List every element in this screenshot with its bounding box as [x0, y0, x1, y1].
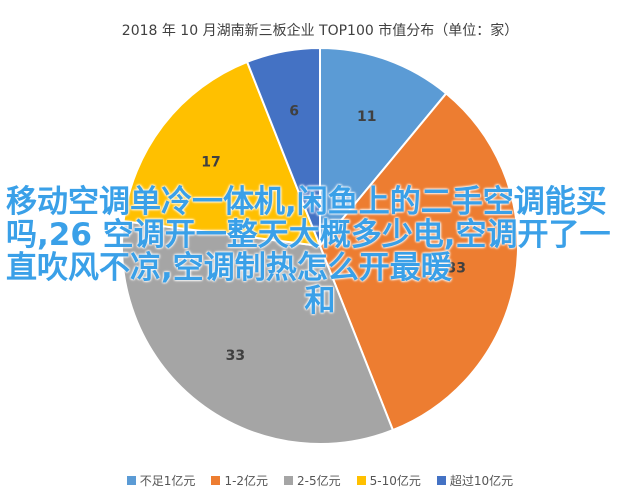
legend-label: 不足1亿元: [139, 474, 196, 488]
pie-slice-3: [121, 220, 395, 445]
legend-swatch: [126, 476, 136, 485]
overlay-caption-text: 移动空调单冷一体机,闲鱼上的二手空调能买吗,26 空调开一整天大概多少电,空调开…: [6, 184, 611, 286]
pie-data-label-5: 6: [289, 103, 299, 119]
legend-swatch: [356, 476, 366, 485]
pie-slice-4: [122, 60, 322, 248]
legend-item-1: 不足1亿元: [126, 472, 196, 489]
legend-item-5: 超过10亿元: [436, 472, 514, 489]
legend-label: 超过10亿元: [449, 474, 514, 488]
legend-item-3: 2-5亿元: [284, 472, 341, 489]
pie-slice-1: [319, 46, 448, 249]
legend-item-4: 5-10亿元: [356, 472, 421, 489]
chart-title: 2018 年 10 月湖南新三板企业 TOP100 市值分布（单位：家）: [121, 23, 519, 39]
pie-data-label-3: 33: [226, 348, 245, 364]
legend-item-2: 1-2亿元: [211, 472, 268, 489]
legend-label: 2-5亿元: [297, 474, 341, 488]
overlay-caption-last: 和: [304, 283, 336, 319]
legend-label: 1-2亿元: [224, 474, 269, 488]
legend-swatch: [284, 476, 294, 485]
overlay-caption: 移动空调单冷一体机,闲鱼上的二手空调能买吗,26 空调开一整天大概多少电,空调开…: [6, 186, 634, 318]
legend-swatch: [211, 476, 221, 485]
legend-swatch: [436, 476, 446, 485]
pie-slice-5: [245, 46, 321, 247]
pie-slice-2: [318, 92, 519, 432]
pie-data-label-1: 11: [357, 109, 376, 125]
chart-legend: 不足1亿元 1-2亿元 2-5亿元 5-10亿元 超过10亿元: [0, 472, 640, 489]
legend-label: 5-10亿元: [369, 474, 421, 488]
pie-data-label-4: 17: [201, 154, 220, 170]
pie-data-label-2: 33: [447, 261, 466, 277]
